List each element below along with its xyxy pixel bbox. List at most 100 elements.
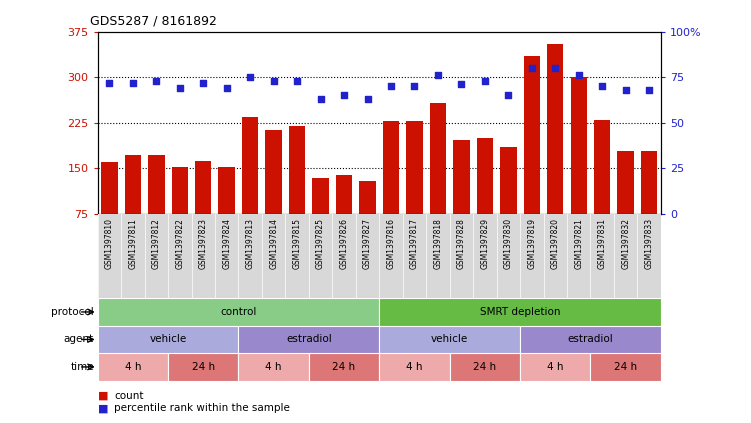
Text: vehicle: vehicle xyxy=(431,335,469,344)
Point xyxy=(643,87,655,93)
Point xyxy=(104,79,116,86)
Bar xyxy=(523,56,540,259)
Point xyxy=(455,81,467,88)
Point xyxy=(409,83,421,90)
Point xyxy=(596,83,608,90)
Point xyxy=(361,96,373,102)
Text: vehicle: vehicle xyxy=(149,335,187,344)
Bar xyxy=(547,44,563,259)
Point xyxy=(432,72,444,79)
Bar xyxy=(379,353,450,381)
Point xyxy=(127,79,139,86)
Text: percentile rank within the sample: percentile rank within the sample xyxy=(114,403,290,413)
Bar xyxy=(168,353,239,381)
Point xyxy=(385,83,397,90)
Point xyxy=(549,65,561,71)
Bar xyxy=(219,167,235,259)
Point xyxy=(221,85,233,91)
Point xyxy=(267,77,279,84)
Point xyxy=(150,77,162,84)
Text: GSM1397830: GSM1397830 xyxy=(504,218,513,269)
Bar xyxy=(520,353,590,381)
Text: GSM1397810: GSM1397810 xyxy=(105,218,114,269)
Bar xyxy=(148,155,164,259)
Bar xyxy=(98,353,168,381)
Text: 24 h: 24 h xyxy=(473,362,496,372)
Text: ■: ■ xyxy=(98,403,108,413)
Bar xyxy=(641,151,657,259)
Bar xyxy=(379,326,520,353)
Point xyxy=(173,85,185,91)
Text: GSM1397832: GSM1397832 xyxy=(621,218,630,269)
Text: GSM1397822: GSM1397822 xyxy=(175,218,184,269)
Text: GSM1397812: GSM1397812 xyxy=(152,218,161,269)
Text: time: time xyxy=(71,362,94,372)
Bar xyxy=(336,176,352,259)
Bar xyxy=(453,140,469,259)
Point xyxy=(315,96,327,102)
Text: GSM1397818: GSM1397818 xyxy=(433,218,442,269)
Bar xyxy=(171,167,188,259)
Bar xyxy=(98,326,239,353)
Text: GSM1397820: GSM1397820 xyxy=(550,218,559,269)
Text: GSM1397821: GSM1397821 xyxy=(575,218,584,269)
Bar xyxy=(265,130,282,259)
Text: agent: agent xyxy=(64,335,94,344)
Bar xyxy=(500,147,517,259)
Bar xyxy=(242,117,258,259)
Text: SMRT depletion: SMRT depletion xyxy=(480,307,560,317)
Text: GSM1397814: GSM1397814 xyxy=(269,218,278,269)
Bar xyxy=(590,353,661,381)
Text: GSM1397823: GSM1397823 xyxy=(199,218,208,269)
Bar xyxy=(406,121,423,259)
Bar xyxy=(239,326,379,353)
Point xyxy=(479,77,491,84)
Point xyxy=(244,74,256,80)
Bar xyxy=(125,155,141,259)
Text: GSM1397811: GSM1397811 xyxy=(128,218,137,269)
Text: 4 h: 4 h xyxy=(406,362,423,372)
Bar xyxy=(379,298,661,326)
Text: GSM1397816: GSM1397816 xyxy=(387,218,396,269)
Text: GSM1397825: GSM1397825 xyxy=(316,218,325,269)
Point xyxy=(502,92,514,99)
Point xyxy=(526,65,538,71)
Bar xyxy=(383,121,400,259)
Bar xyxy=(312,179,329,259)
Bar xyxy=(309,353,379,381)
Text: count: count xyxy=(114,390,143,401)
Text: estradiol: estradiol xyxy=(568,335,614,344)
Bar xyxy=(289,126,306,259)
Text: estradiol: estradiol xyxy=(286,335,332,344)
Bar xyxy=(98,298,379,326)
Text: 24 h: 24 h xyxy=(192,362,215,372)
Text: GDS5287 / 8161892: GDS5287 / 8161892 xyxy=(90,14,217,27)
Bar xyxy=(594,120,611,259)
Point xyxy=(620,87,632,93)
Point xyxy=(198,79,210,86)
Text: GSM1397826: GSM1397826 xyxy=(339,218,348,269)
Bar xyxy=(430,103,446,259)
Text: GSM1397833: GSM1397833 xyxy=(644,218,653,269)
Text: GSM1397815: GSM1397815 xyxy=(293,218,302,269)
Text: 4 h: 4 h xyxy=(125,362,141,372)
Text: GSM1397817: GSM1397817 xyxy=(410,218,419,269)
Text: GSM1397813: GSM1397813 xyxy=(246,218,255,269)
Bar xyxy=(571,77,587,259)
Text: GSM1397827: GSM1397827 xyxy=(363,218,372,269)
Bar xyxy=(239,353,309,381)
Bar xyxy=(450,353,520,381)
Text: GSM1397831: GSM1397831 xyxy=(598,218,607,269)
Bar xyxy=(101,162,118,259)
Point xyxy=(573,72,585,79)
Text: control: control xyxy=(220,307,257,317)
Bar xyxy=(520,326,661,353)
Bar xyxy=(359,181,376,259)
Bar xyxy=(195,161,212,259)
Point xyxy=(338,92,350,99)
Bar xyxy=(477,138,493,259)
Text: GSM1397829: GSM1397829 xyxy=(481,218,490,269)
Text: 4 h: 4 h xyxy=(547,362,563,372)
Text: 4 h: 4 h xyxy=(265,362,282,372)
Text: GSM1397828: GSM1397828 xyxy=(457,218,466,269)
